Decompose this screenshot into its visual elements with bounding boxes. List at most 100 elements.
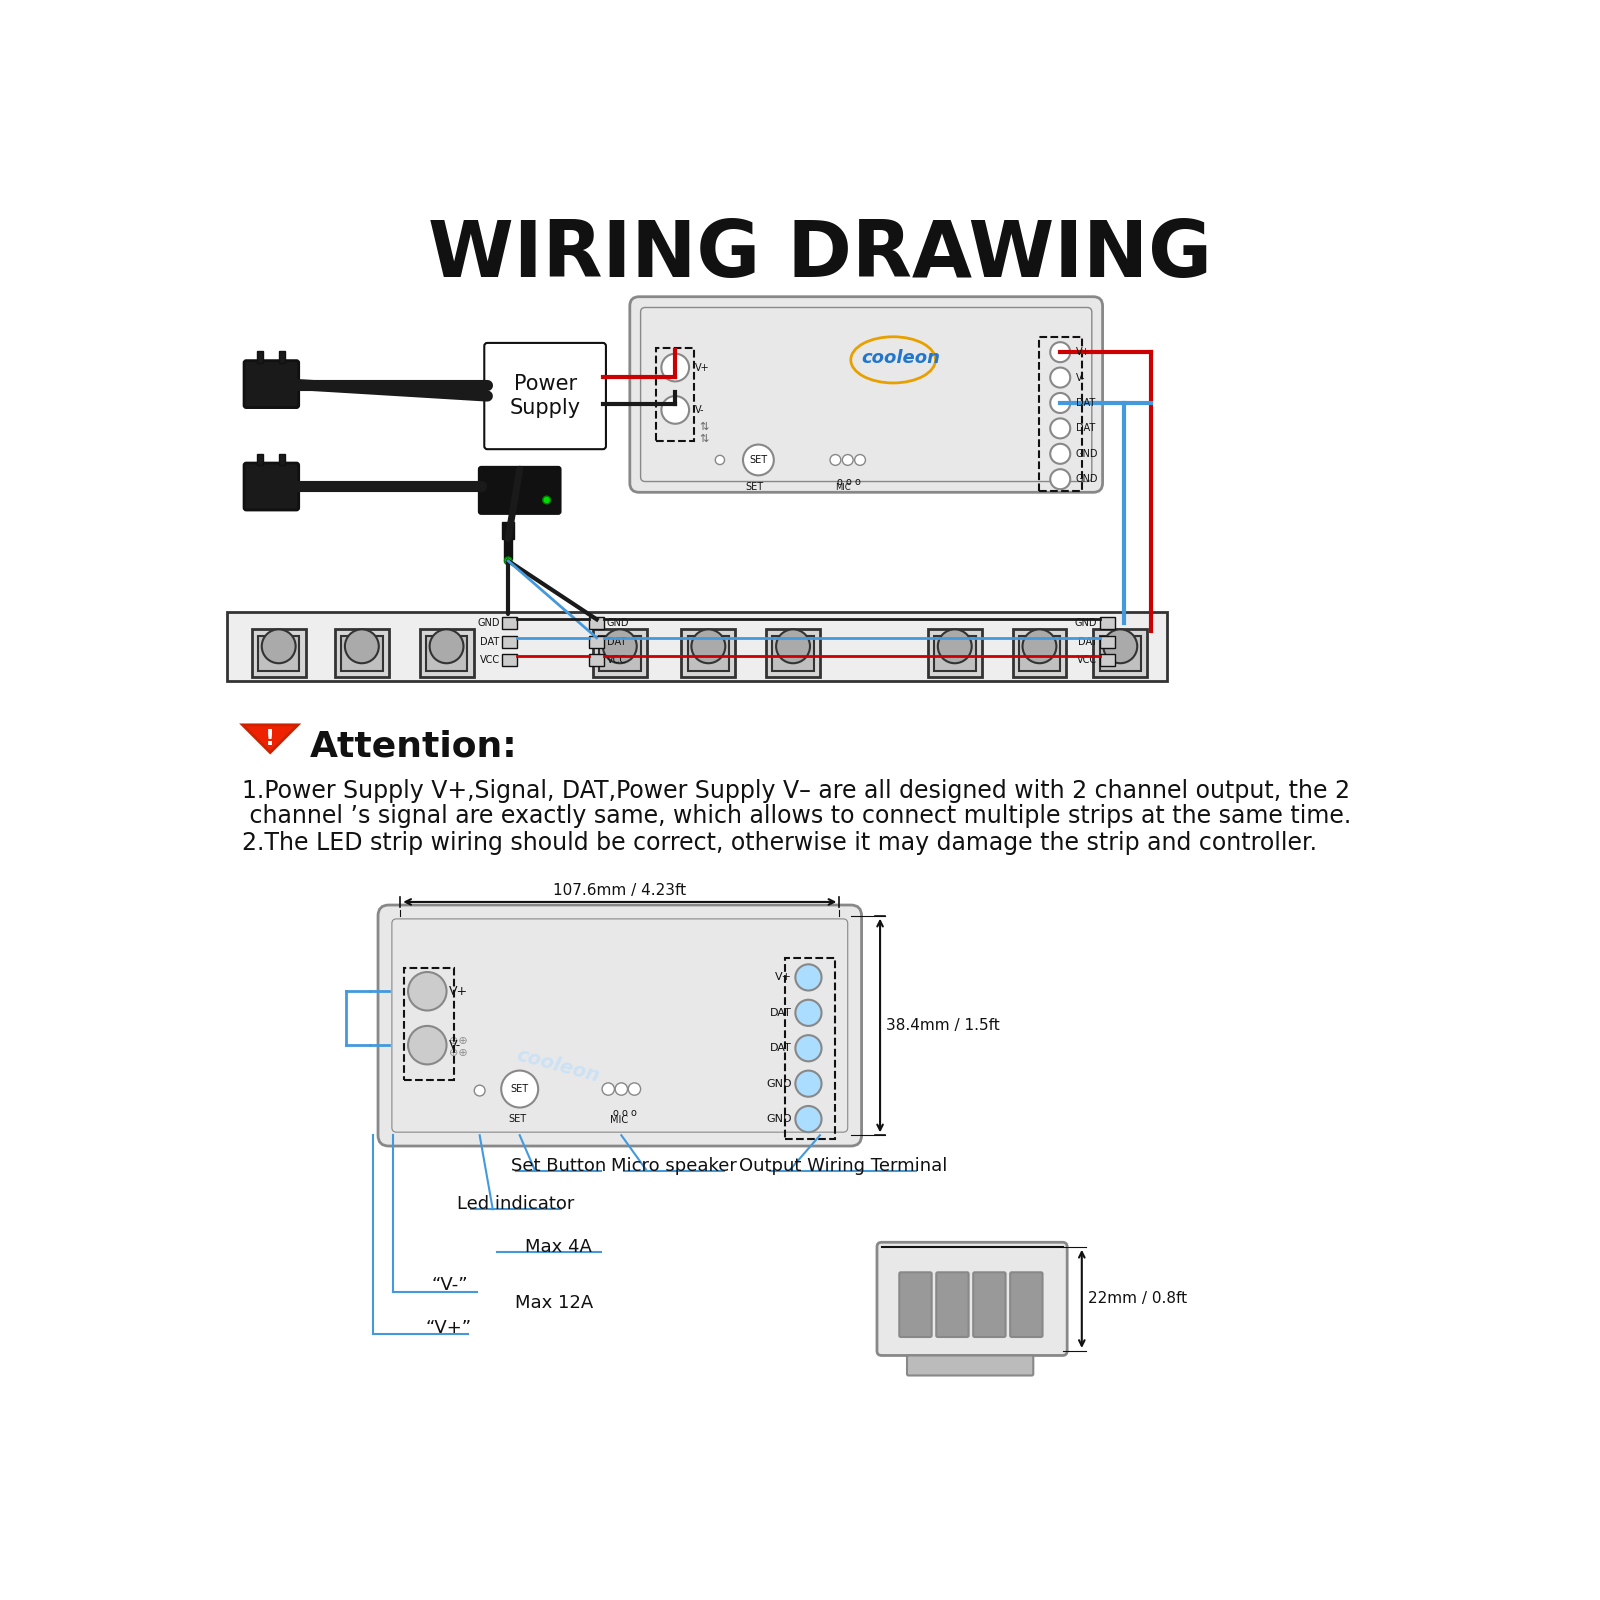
Bar — [278, 352, 285, 363]
Text: DAT: DAT — [1078, 637, 1098, 646]
Bar — [502, 654, 517, 666]
Bar — [598, 635, 640, 670]
Text: DAT: DAT — [770, 1043, 792, 1053]
Bar — [504, 538, 512, 560]
Text: GND: GND — [477, 618, 499, 629]
Text: Max 4A: Max 4A — [525, 1238, 592, 1256]
FancyBboxPatch shape — [245, 462, 299, 510]
Text: SET: SET — [749, 454, 768, 466]
Text: !: ! — [266, 728, 275, 749]
Text: GND: GND — [1075, 618, 1098, 629]
Circle shape — [938, 629, 971, 664]
Text: 1.Power Supply V+,Signal, DAT,Power Supply V– are all designed with 2 channel ou: 1.Power Supply V+,Signal, DAT,Power Supp… — [243, 779, 1350, 803]
Circle shape — [1022, 629, 1056, 664]
Circle shape — [501, 1070, 538, 1107]
Bar — [682, 629, 736, 677]
Text: V-: V- — [1075, 373, 1085, 382]
Bar — [251, 629, 306, 677]
Text: Micro speaker: Micro speaker — [611, 1157, 736, 1174]
Bar — [1099, 618, 1115, 629]
Bar — [419, 629, 474, 677]
Bar — [1019, 635, 1061, 670]
FancyBboxPatch shape — [485, 342, 606, 450]
Circle shape — [795, 1000, 821, 1026]
Circle shape — [854, 454, 866, 466]
FancyBboxPatch shape — [1010, 1272, 1043, 1338]
Bar — [589, 654, 605, 666]
Circle shape — [795, 1035, 821, 1061]
Circle shape — [795, 1070, 821, 1096]
Text: DAT: DAT — [1075, 398, 1094, 408]
Text: V+: V+ — [450, 984, 467, 998]
Bar — [258, 454, 264, 466]
Text: cooleon: cooleon — [861, 349, 941, 368]
Bar — [688, 635, 730, 670]
Text: 107.6mm / 4.23ft: 107.6mm / 4.23ft — [554, 883, 686, 898]
Text: Led indicator: Led indicator — [458, 1195, 574, 1213]
Bar — [1099, 635, 1141, 670]
Circle shape — [715, 456, 725, 464]
Text: 2.The LED strip wiring should be correct, otherwise it may damage the strip and : 2.The LED strip wiring should be correct… — [243, 830, 1317, 854]
Text: Max 12A: Max 12A — [515, 1294, 594, 1312]
Text: V-: V- — [450, 1038, 461, 1051]
Text: Set Button: Set Button — [510, 1157, 606, 1174]
FancyBboxPatch shape — [478, 467, 560, 514]
Text: SET: SET — [510, 1085, 528, 1094]
Circle shape — [474, 1085, 485, 1096]
Bar — [502, 635, 517, 648]
FancyBboxPatch shape — [630, 296, 1102, 493]
Bar — [589, 635, 605, 648]
Circle shape — [1050, 418, 1070, 438]
Circle shape — [1050, 342, 1070, 362]
Text: VCC: VCC — [480, 654, 499, 666]
Text: DAT: DAT — [480, 637, 499, 646]
Bar — [928, 629, 982, 677]
Text: VCC: VCC — [1077, 654, 1098, 666]
Circle shape — [1050, 469, 1070, 490]
Text: V+: V+ — [1075, 347, 1090, 357]
FancyBboxPatch shape — [936, 1272, 968, 1338]
Text: channel ’s signal are exactly same, which allows to connect multiple strips at t: channel ’s signal are exactly same, whic… — [243, 805, 1352, 829]
Text: DAT: DAT — [606, 637, 626, 646]
Circle shape — [1050, 394, 1070, 413]
Text: MIC: MIC — [835, 483, 851, 493]
Text: ⇅
⇅: ⇅ ⇅ — [699, 422, 709, 443]
Text: “V+”: “V+” — [426, 1318, 472, 1336]
Bar — [502, 522, 514, 539]
Bar — [589, 618, 605, 629]
Bar — [502, 618, 517, 629]
Circle shape — [795, 1106, 821, 1133]
Text: MIC: MIC — [610, 1115, 629, 1125]
Bar — [1013, 629, 1067, 677]
Bar — [405, 968, 454, 1080]
Text: GND: GND — [1075, 448, 1098, 459]
Bar — [334, 629, 389, 677]
Circle shape — [408, 973, 446, 1011]
Circle shape — [629, 1083, 640, 1096]
Text: GND: GND — [766, 1114, 792, 1125]
Circle shape — [1104, 629, 1138, 664]
FancyBboxPatch shape — [973, 1272, 1005, 1338]
FancyBboxPatch shape — [877, 1242, 1067, 1355]
Polygon shape — [243, 725, 298, 752]
FancyBboxPatch shape — [899, 1272, 931, 1338]
Text: SET: SET — [509, 1115, 526, 1125]
Circle shape — [430, 629, 464, 664]
FancyBboxPatch shape — [378, 906, 861, 1146]
Circle shape — [842, 454, 853, 466]
Text: DAT: DAT — [1075, 424, 1094, 434]
Circle shape — [408, 1026, 446, 1064]
Text: VCC: VCC — [606, 654, 627, 666]
Text: o o o: o o o — [613, 1109, 637, 1118]
Text: 22mm / 0.8ft: 22mm / 0.8ft — [1088, 1291, 1187, 1306]
Circle shape — [614, 1083, 627, 1096]
Text: 38.4mm / 1.5ft: 38.4mm / 1.5ft — [886, 1018, 1000, 1034]
Bar — [227, 611, 1166, 682]
Text: DAT: DAT — [770, 1008, 792, 1018]
Text: Output Wiring Terminal: Output Wiring Terminal — [739, 1157, 947, 1174]
Text: V+: V+ — [774, 973, 792, 982]
FancyBboxPatch shape — [907, 1355, 1034, 1376]
Bar — [278, 454, 285, 466]
Circle shape — [795, 965, 821, 990]
Bar — [1099, 654, 1115, 666]
